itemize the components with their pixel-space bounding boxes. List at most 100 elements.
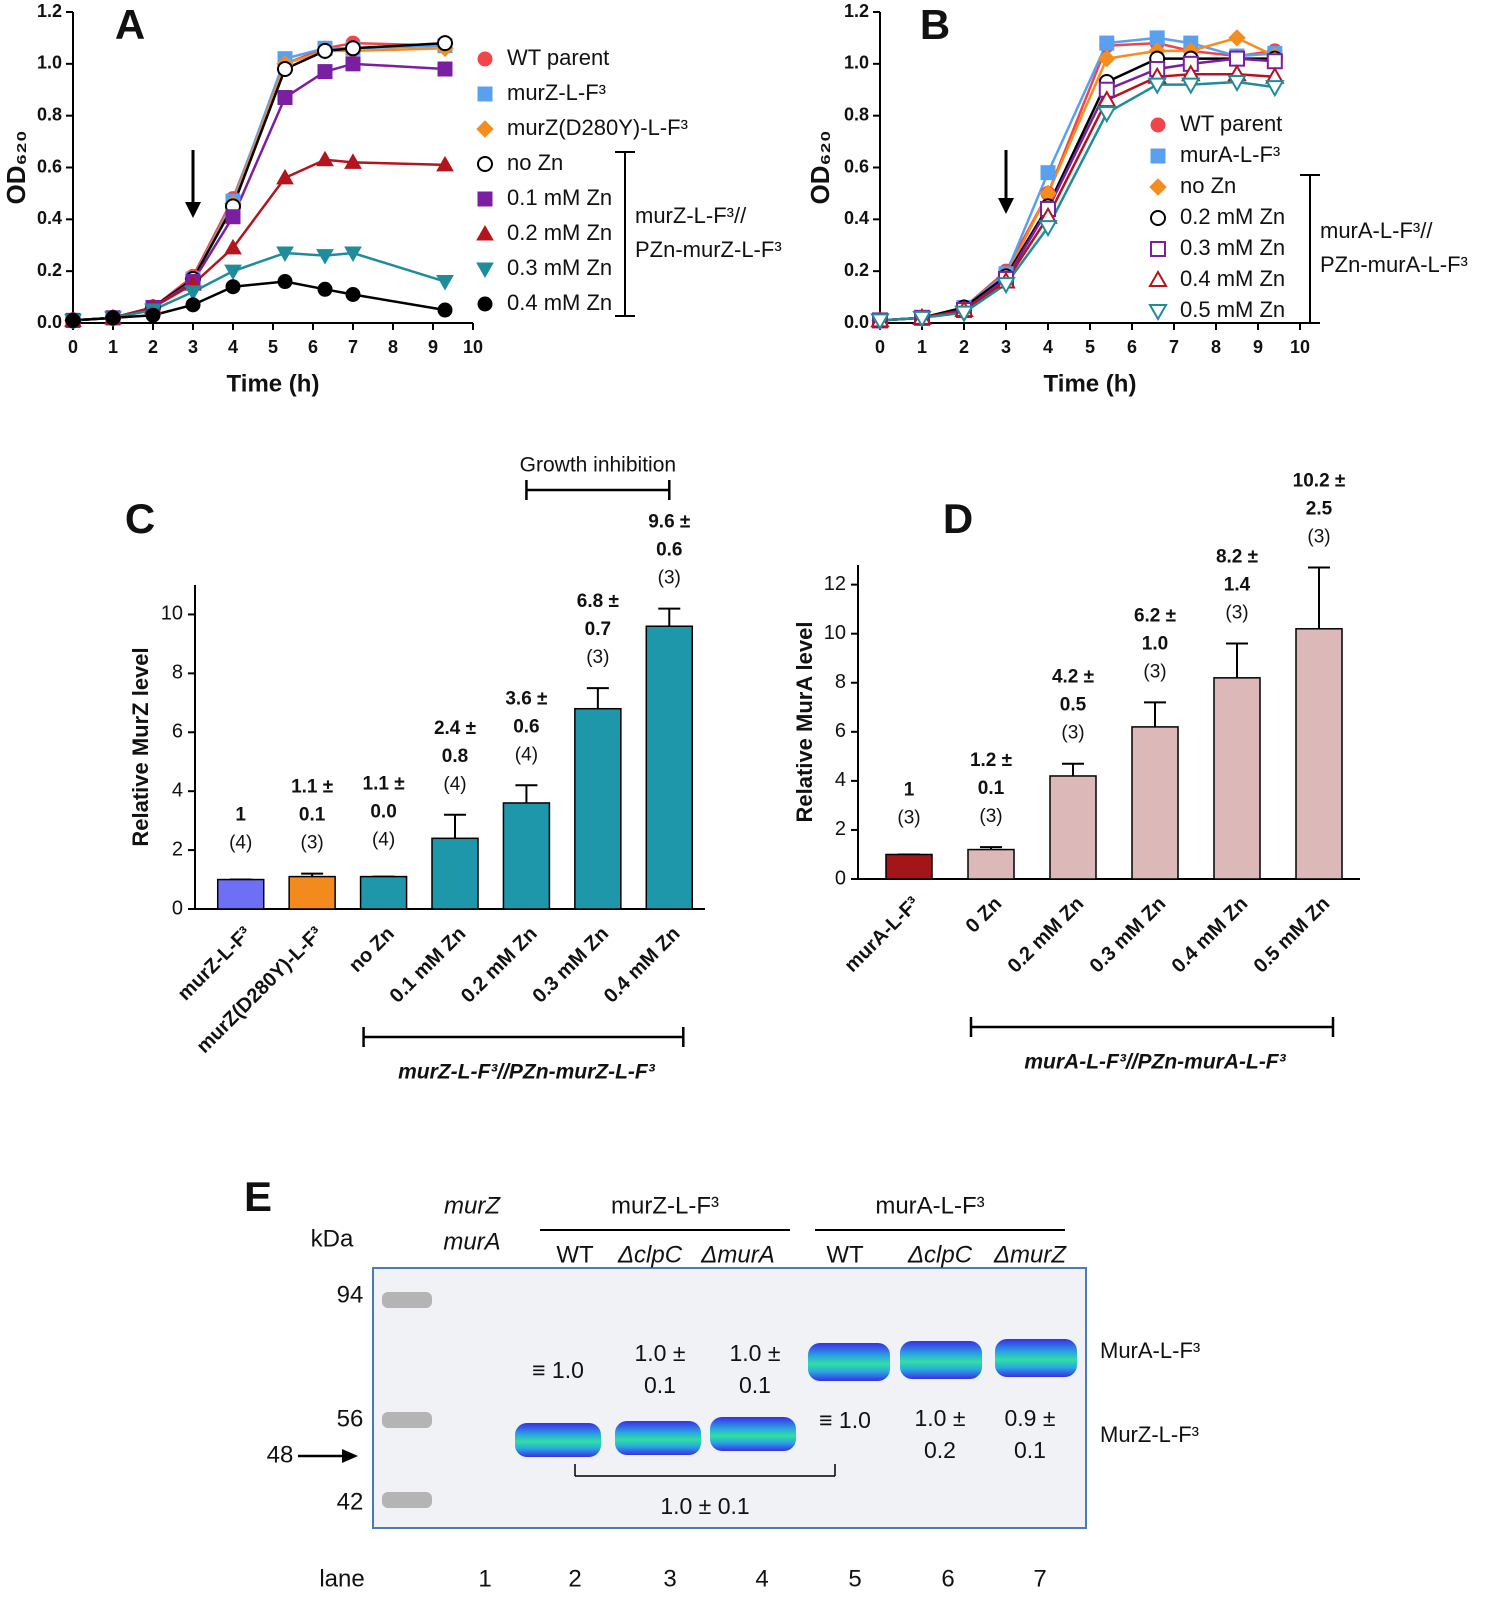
marker xyxy=(344,153,362,169)
x-tick-label: 0 Zn xyxy=(962,893,1007,938)
marker xyxy=(1099,35,1115,51)
y-tick-label: 1.2 xyxy=(37,1,62,21)
marker xyxy=(870,313,890,331)
marker xyxy=(345,286,361,302)
n-label: (3) xyxy=(1307,526,1330,547)
arrow-head xyxy=(342,1449,358,1463)
x-tick-label: 7 xyxy=(348,337,358,357)
y-tick-label: 1.0 xyxy=(844,53,869,73)
x-tick-label: 5 xyxy=(1085,337,1095,357)
error-label: 0.5 xyxy=(1060,695,1087,716)
y-axis-title: OD₆₂₀ xyxy=(805,130,835,204)
marker xyxy=(476,262,494,279)
y-tick-label: 4 xyxy=(172,779,183,801)
x-tick-label: 4 xyxy=(1043,337,1053,357)
legend-label: 0.4 mM Zn xyxy=(1180,266,1285,291)
x-tick-label: 9 xyxy=(1253,337,1263,357)
bar xyxy=(574,707,622,910)
y-tick-label: 0.0 xyxy=(844,312,869,332)
marker xyxy=(345,56,361,72)
value-label: 1 xyxy=(904,779,915,800)
marker xyxy=(1038,220,1058,238)
marker xyxy=(344,246,362,263)
marker xyxy=(225,209,241,225)
lane-header: ΔclpC xyxy=(907,1241,973,1268)
marker xyxy=(477,191,493,207)
legend-label: 0.3 mM Zn xyxy=(507,255,612,280)
x-tick-label: 10 xyxy=(463,337,483,357)
error-label: 1.0 xyxy=(1142,633,1168,654)
bar xyxy=(1213,677,1261,880)
value-label: 4.2 ± xyxy=(1052,667,1094,688)
marker xyxy=(912,310,932,328)
legend-label: WT parent xyxy=(1180,111,1282,136)
n-label: (3) xyxy=(1061,723,1084,744)
marker xyxy=(345,40,361,57)
legend-label: 0.1 mM Zn xyxy=(507,185,612,210)
y-tick-label: 0.0 xyxy=(37,312,62,332)
marker-size: 94 xyxy=(337,1281,364,1308)
x-tick-label: no Zn xyxy=(345,923,399,977)
value-label: 1.2 ± xyxy=(970,750,1012,771)
group-label: murA-L-F³//PZn-murA-L-F³ xyxy=(1024,1051,1286,1074)
gel-image xyxy=(372,1267,1087,1529)
legend-label: 0.5 mM Zn xyxy=(1180,297,1285,322)
quant-label: 0.9 ± xyxy=(1005,1405,1056,1431)
legend-label: murZ(D280Y)-L-F³ xyxy=(507,115,688,140)
lane-number: 2 xyxy=(568,1565,581,1592)
lane-header: ΔclpC xyxy=(617,1241,683,1268)
y-tick-label: 1.2 xyxy=(844,1,869,21)
x-axis-title: Time (h) xyxy=(227,370,320,397)
marker xyxy=(225,279,241,295)
bar xyxy=(1049,775,1097,880)
x-tick-label: 0 xyxy=(875,337,885,357)
ladder-band xyxy=(382,1412,432,1428)
bar xyxy=(1131,726,1179,880)
lane-number: 7 xyxy=(1033,1565,1046,1592)
series-line xyxy=(879,57,1275,322)
marker xyxy=(105,310,121,326)
n-label: (3) xyxy=(301,833,324,854)
x-tick-label: 0.5 mM Zn xyxy=(1250,893,1335,978)
marker xyxy=(317,42,333,59)
x-tick-label: 6 xyxy=(1127,337,1137,357)
series-line xyxy=(72,62,446,322)
error-label: 0.1 xyxy=(299,805,326,826)
lane-number: 5 xyxy=(848,1565,861,1592)
marker xyxy=(1265,80,1285,98)
n-label: (3) xyxy=(979,806,1002,827)
y-tick-label: 0.4 xyxy=(37,208,62,228)
ladder-band xyxy=(382,1492,432,1508)
legend-label: no Zn xyxy=(1180,173,1236,198)
bracket-label: PZn-murA-L-F³ xyxy=(1320,252,1468,277)
marker xyxy=(954,305,974,323)
x-tick-label: 0.4 mM Zn xyxy=(600,923,685,1008)
bar xyxy=(359,875,408,910)
x-tick-label: 4 xyxy=(228,337,238,357)
marker xyxy=(1181,77,1201,95)
value-label: 8.2 ± xyxy=(1216,547,1258,568)
legend-label: murZ-L-F³ xyxy=(507,80,606,105)
marker xyxy=(277,61,293,78)
quant-label: 1.0 ± xyxy=(915,1405,966,1431)
kda-label: kDa xyxy=(311,1225,354,1252)
marker xyxy=(477,86,493,102)
y-tick-label: 1.0 xyxy=(37,53,62,73)
marker xyxy=(1098,49,1116,68)
lane-label: lane xyxy=(319,1565,364,1592)
panel-label: E xyxy=(244,1173,272,1220)
x-tick-label: 5 xyxy=(268,337,278,357)
x-axis-title: Time (h) xyxy=(1044,370,1137,397)
series-line xyxy=(72,251,446,322)
marker xyxy=(1150,210,1166,226)
x-tick-label: 8 xyxy=(388,337,398,357)
marker xyxy=(1148,269,1168,287)
error-label: 0.1 xyxy=(978,778,1005,799)
series-line xyxy=(879,80,1275,322)
marker-size: 42 xyxy=(337,1488,364,1515)
group-label: murZ-L-F³//PZn-murZ-L-F³ xyxy=(398,1061,656,1084)
band-label: MurA-L-F³ xyxy=(1100,1338,1200,1363)
legend-label: no Zn xyxy=(507,150,563,175)
lane-header: ΔmurZ xyxy=(993,1241,1067,1268)
x-tick-label: 1 xyxy=(917,337,927,357)
